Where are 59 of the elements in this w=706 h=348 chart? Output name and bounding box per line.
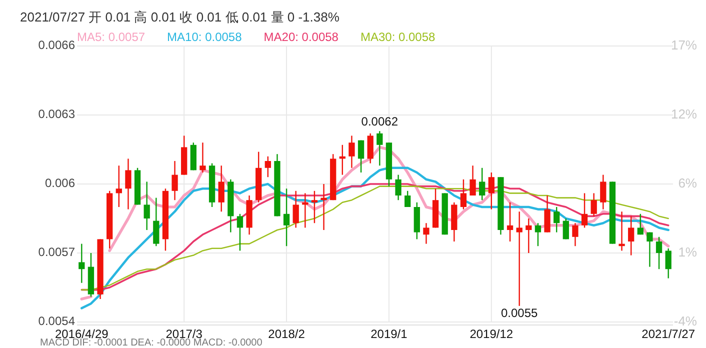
candlestick [628, 216, 634, 256]
annotation: 0.0055 [500, 306, 538, 320]
candlestick [395, 174, 402, 201]
candlestick [358, 140, 364, 174]
candlestick [479, 167, 486, 201]
x-tick-label: 2019/12 [470, 327, 514, 342]
candlestick [423, 222, 430, 244]
candlestick [516, 211, 522, 306]
candlestick [172, 160, 178, 201]
candlestick [544, 194, 550, 233]
candlestick [581, 192, 588, 228]
text: MA5: 0.0057 [77, 30, 146, 44]
candlestick [218, 165, 224, 212]
candlestick [292, 190, 299, 228]
candlestick [283, 188, 290, 247]
candlestick [506, 202, 514, 242]
y-tick-label: 0.0066 [38, 38, 76, 52]
candlestick [116, 165, 122, 208]
candlestick [470, 165, 476, 196]
candlestick [646, 232, 653, 268]
text: MA20: 0.0058 [264, 30, 339, 44]
line-series [80, 166, 670, 310]
candlestick [572, 222, 578, 247]
candlestick [376, 130, 383, 166]
candlestick [526, 218, 532, 254]
candlestick [144, 181, 150, 231]
y-tick-label: 0.0057 [38, 245, 76, 260]
candlestick [404, 190, 411, 208]
x-tick-label: 2019/1 [370, 327, 408, 342]
candlestick [554, 206, 560, 233]
candlestick [534, 222, 542, 247]
candlestick [367, 132, 374, 164]
text: MA10: 0.0058 [167, 30, 242, 44]
candlestick [264, 156, 271, 178]
y-tick-label: 0.0054 [38, 314, 76, 328]
candlestick [320, 183, 327, 231]
candlestick [311, 190, 318, 224]
candlestick [236, 213, 244, 252]
text: MA30: 0.0058 [360, 30, 436, 44]
candlestick [562, 218, 569, 240]
candlestick [656, 236, 662, 270]
y-tick-label: 0.0063 [38, 107, 76, 122]
candlestick [590, 192, 597, 217]
annotation: 0.0062 [361, 114, 398, 128]
candlestick [600, 174, 606, 210]
candlestick [153, 197, 160, 247]
candlestick [348, 135, 355, 168]
chart-title: 2021/07/27 开 0.01 高 0.01 收 0.01 低 0.01 量 0 -1.38% [20, 9, 340, 24]
candlestick [488, 172, 494, 210]
candlestick [665, 248, 672, 279]
x-tick-label: 2021/7/27 [642, 327, 696, 342]
candlestick [618, 211, 625, 252]
candlestick [78, 243, 85, 284]
y-tick-label: 0.006 [44, 176, 76, 190]
candlestick [637, 213, 644, 236]
candlestick [125, 158, 132, 210]
candlestick [460, 178, 467, 210]
x-tick-label: 2018/2 [268, 327, 306, 342]
candlestick [200, 142, 206, 174]
